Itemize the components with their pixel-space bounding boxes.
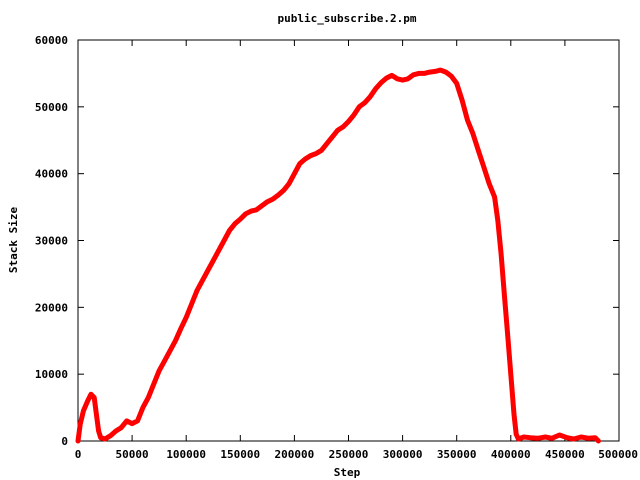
y-tick-label: 50000 [35, 101, 68, 114]
y-axis: 0 10000 20000 30000 40000 50000 60000 [35, 34, 619, 448]
y-tick-label: 40000 [35, 168, 68, 181]
y-tick-label: 20000 [35, 301, 68, 314]
x-axis: 0 50000 100000 150000 200000 250000 300000 3500… [75, 40, 638, 461]
y-axis-label: Stack Size [7, 207, 20, 274]
y-tick-label: 0 [61, 435, 68, 448]
x-tick-label: 250000 [329, 448, 369, 461]
x-tick-label: 200000 [275, 448, 315, 461]
x-tick-label: 100000 [166, 448, 206, 461]
x-tick-label: 300000 [383, 448, 423, 461]
x-tick-label: 150000 [220, 448, 260, 461]
series-line [75, 67, 601, 444]
plot-area-frame [77, 39, 620, 442]
y-tick-label: 60000 [35, 34, 68, 47]
x-tick-label: 50000 [116, 448, 149, 461]
x-tick-label: 0 [75, 448, 82, 461]
x-tick-label: 500000 [598, 448, 638, 461]
x-tick-label: 350000 [437, 448, 477, 461]
x-tick-label: 400000 [491, 448, 531, 461]
y-tick-label: 10000 [35, 368, 68, 381]
x-axis-label: Step [334, 466, 361, 479]
x-tick-label: 450000 [545, 448, 585, 461]
chart-title: public_subscribe.2.pm [277, 12, 416, 25]
y-tick-label: 30000 [35, 235, 68, 248]
